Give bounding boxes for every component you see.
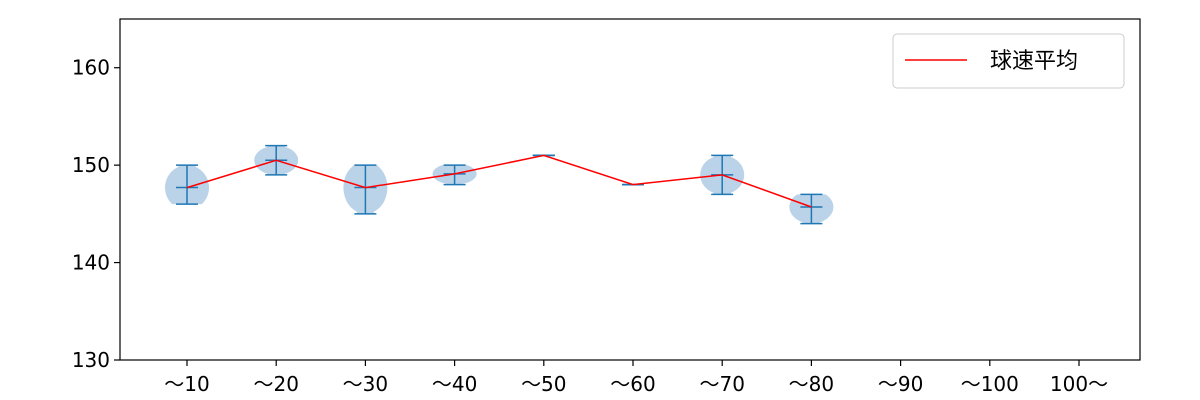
plot-frame xyxy=(119,18,1141,361)
x-tick-label: ～70 xyxy=(699,372,744,396)
mean-line-layer xyxy=(186,154,812,208)
y-tick-label: 160 xyxy=(72,56,110,80)
x-tick-label: ～100 xyxy=(961,372,1019,396)
y-axis: 130 140 150 160 xyxy=(72,56,120,372)
x-tick-label: ～10 xyxy=(164,372,209,396)
y-tick-label: 140 xyxy=(72,251,110,275)
x-axis: ～10 ～20 ～30 ～40 ～50 ～60 ～70 ～80 ～90 ～100 100～ xyxy=(164,360,1108,396)
y-tick-label: 150 xyxy=(72,153,110,177)
x-tick-label: ～90 xyxy=(878,372,923,396)
x-tick-label: 100～ xyxy=(1050,372,1108,396)
mean-speed-line xyxy=(186,154,812,208)
violin-bodies xyxy=(165,145,834,224)
x-tick-label: ～30 xyxy=(343,372,388,396)
legend: 球速平均 xyxy=(892,33,1125,89)
legend-label: 球速平均 xyxy=(990,49,1078,74)
x-tick-label: ～20 xyxy=(253,372,298,396)
x-tick-label: ～50 xyxy=(521,372,566,396)
x-tick-label: ～80 xyxy=(789,372,834,396)
y-tick-label: 130 xyxy=(72,348,110,372)
x-tick-label: ～60 xyxy=(610,372,655,396)
x-tick-label: ～40 xyxy=(432,372,477,396)
legend-box xyxy=(892,33,1125,89)
